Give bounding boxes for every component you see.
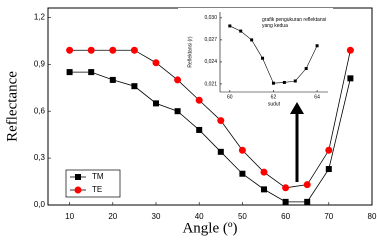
data-point: [261, 56, 265, 60]
inset-title: grafik pengukuran reflektansi yang kedua: [262, 17, 326, 29]
data-point: [174, 76, 182, 84]
data-point: [346, 46, 354, 54]
y-axis-label: Reflektansi (r): [187, 36, 193, 67]
data-point: [250, 38, 254, 42]
data-point: [152, 59, 160, 67]
data-point: [304, 67, 308, 71]
y-tick-label: 0,030: [204, 15, 217, 21]
data-point: [195, 96, 203, 104]
y-tick-label: 1,2: [34, 12, 46, 21]
data-point: [66, 69, 73, 76]
data-point: [66, 46, 74, 54]
data-point: [261, 186, 267, 193]
x-tick-label: 10: [65, 212, 74, 221]
data-point: [109, 46, 117, 54]
data-point: [282, 184, 290, 192]
series-line: [69, 49, 351, 189]
x-tick-label: 60: [281, 212, 290, 221]
x-tick-label: 64: [314, 94, 320, 100]
legend-marker: [75, 174, 81, 180]
arrow-head: [290, 102, 304, 114]
data-point: [239, 29, 243, 33]
inset-background: [178, 8, 333, 108]
data-point: [217, 148, 224, 155]
data-point: [88, 69, 95, 76]
data-point: [293, 79, 297, 83]
x-axis-label: sudut: [268, 101, 281, 107]
data-point: [282, 198, 289, 205]
data-point: [228, 24, 232, 28]
x-tick-label: 40: [195, 212, 204, 221]
data-point: [217, 117, 225, 125]
data-point: [239, 170, 246, 177]
data-point: [271, 81, 275, 85]
data-point: [303, 181, 311, 189]
x-tick-label: 70: [324, 212, 333, 221]
series-line: [69, 71, 351, 203]
data-point: [347, 75, 354, 82]
y-tick-label: 0,021: [204, 81, 217, 87]
data-point: [131, 83, 138, 90]
data-point: [174, 108, 181, 115]
data-point: [282, 80, 286, 84]
legend-label: TM: [92, 172, 104, 181]
data-point: [153, 100, 159, 107]
data-point: [325, 146, 333, 154]
data-point: [196, 126, 203, 133]
y-tick-label: 0,027: [204, 37, 217, 43]
x-tick-label: 50: [238, 212, 247, 221]
x-tick-label: 60: [227, 94, 233, 100]
data-point: [304, 198, 311, 205]
x-tick-label: 30: [152, 212, 161, 221]
y-tick-label: 0,9: [34, 59, 46, 68]
y-tick-label: 0,3: [34, 153, 46, 162]
data-point: [238, 146, 246, 154]
data-point: [87, 46, 95, 54]
data-point: [130, 46, 138, 54]
x-tick-label: 80: [368, 212, 377, 221]
y-tick-label: 0,6: [34, 106, 46, 115]
x-tick-label: 20: [108, 212, 117, 221]
y-tick-label: 0,024: [204, 59, 217, 65]
x-tick-label: 62: [271, 94, 277, 100]
data-point: [315, 44, 319, 48]
legend-label: TE: [92, 185, 102, 194]
y-axis-label: Reflectance: [4, 71, 20, 142]
data-point: [260, 168, 268, 176]
data-point: [325, 166, 332, 173]
y-tick-label: 0,0: [34, 200, 46, 209]
x-axis-label: Angle (º): [182, 220, 237, 236]
legend-marker: [74, 186, 82, 194]
data-point: [109, 76, 116, 83]
